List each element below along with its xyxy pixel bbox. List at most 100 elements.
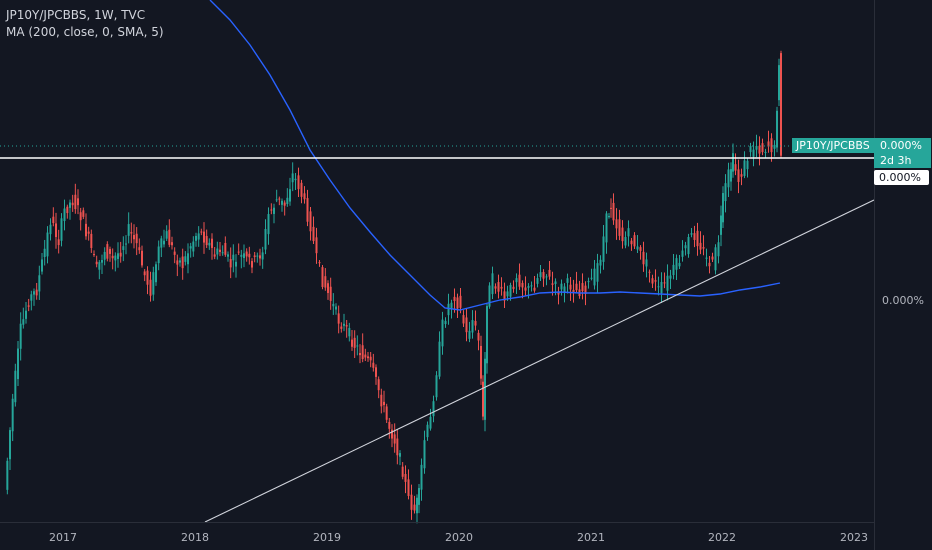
candle-body xyxy=(521,282,524,288)
bar-countdown-label: 2d 3h xyxy=(874,153,931,168)
candle-body xyxy=(666,275,669,291)
candle-body xyxy=(612,202,615,221)
candle-body xyxy=(596,263,599,282)
time-axis-separator xyxy=(0,522,874,523)
candle-body xyxy=(273,207,275,214)
candle-body xyxy=(639,247,642,251)
candle-body xyxy=(599,259,602,266)
candle-body xyxy=(610,207,612,209)
candle-body xyxy=(74,194,77,210)
candle-body xyxy=(197,233,200,240)
candle-body xyxy=(730,169,732,182)
candle-body xyxy=(79,212,82,221)
candle-body xyxy=(575,283,578,291)
candle-body xyxy=(95,261,98,265)
candle-body xyxy=(740,174,743,177)
candle-body xyxy=(119,252,122,257)
candle-body xyxy=(353,337,356,348)
candle-body xyxy=(377,379,380,391)
ascending-trend-line[interactable] xyxy=(204,199,875,523)
candle-body xyxy=(77,198,79,206)
candle-body xyxy=(727,169,730,188)
candle-body xyxy=(300,182,303,197)
candle-body xyxy=(157,246,160,264)
candle-body xyxy=(581,283,584,292)
candle-body xyxy=(410,494,413,510)
candle-body xyxy=(106,244,109,259)
candle-body xyxy=(168,229,171,245)
candle-body xyxy=(318,262,321,264)
price-axis-separator xyxy=(874,0,875,550)
candle-body xyxy=(224,243,227,255)
candle-body xyxy=(720,215,722,235)
candle-body xyxy=(152,272,155,295)
candle-body xyxy=(432,401,435,417)
legend-symbol[interactable]: JP10Y/JPCBBS, 1W, TVC xyxy=(6,8,146,22)
candle-body xyxy=(66,206,69,214)
candle-body xyxy=(672,264,675,276)
candle-body xyxy=(724,183,727,202)
candle-body xyxy=(364,354,367,358)
candle-body xyxy=(251,261,253,268)
candle-body xyxy=(187,253,189,265)
candle-body xyxy=(184,256,187,262)
candle-body xyxy=(648,271,651,273)
candle-body xyxy=(343,323,345,326)
candle-body xyxy=(732,153,734,172)
candle-body xyxy=(135,233,138,244)
candle-body xyxy=(621,227,624,242)
candle-body xyxy=(503,291,506,301)
candle-body xyxy=(103,251,106,260)
candle-body xyxy=(624,237,627,246)
candle-body xyxy=(101,260,103,263)
candle-body xyxy=(195,235,197,241)
candle-body xyxy=(179,260,181,263)
candle-body xyxy=(773,144,776,149)
candle-body xyxy=(17,348,19,380)
candle-body xyxy=(711,256,714,260)
candle-body xyxy=(372,362,375,368)
candle-body xyxy=(383,401,385,406)
candle-body xyxy=(391,429,393,439)
candle-body xyxy=(14,370,17,403)
candle-body xyxy=(566,278,569,283)
candle-body xyxy=(348,328,351,337)
candle-body xyxy=(114,255,117,261)
candle-body xyxy=(776,110,778,148)
candle-body xyxy=(663,282,666,284)
candle-body xyxy=(450,302,453,310)
candle-body xyxy=(764,151,767,153)
candle-body xyxy=(778,65,780,101)
candle-body xyxy=(687,236,690,255)
candle-body xyxy=(530,285,533,287)
candle-body xyxy=(752,149,755,157)
candle-body xyxy=(693,233,696,240)
candle-body xyxy=(494,286,497,289)
candle-body xyxy=(281,200,283,205)
candle-body xyxy=(332,303,335,307)
candle-body xyxy=(705,257,708,259)
candle-body xyxy=(87,231,90,234)
candle-body xyxy=(356,345,359,347)
candle-body xyxy=(533,287,536,291)
candle-body xyxy=(453,296,456,302)
time-axis-tick-2023: 2023 xyxy=(840,531,868,544)
candle-body xyxy=(717,242,720,257)
candle-body xyxy=(468,330,471,339)
legend-indicator[interactable]: MA (200, close, 0, SMA, 5) xyxy=(6,25,164,39)
candle-body xyxy=(645,259,648,267)
candle-body xyxy=(630,240,633,245)
candle-body xyxy=(315,237,318,254)
candle-body xyxy=(165,231,168,239)
candle-body xyxy=(369,356,372,361)
candle-body xyxy=(462,315,465,324)
candle-body xyxy=(480,345,482,379)
candle-body xyxy=(404,474,407,482)
candle-body xyxy=(98,262,101,270)
candle-body xyxy=(627,228,630,237)
candle-body xyxy=(216,248,219,255)
candle-body xyxy=(551,283,554,285)
candle-body xyxy=(309,211,312,232)
